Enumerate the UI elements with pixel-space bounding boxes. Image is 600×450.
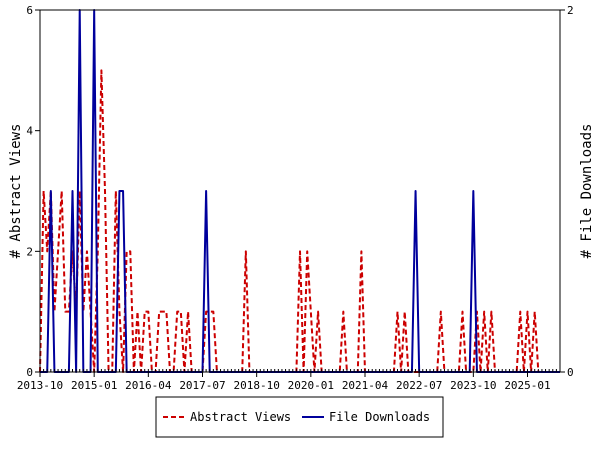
x-tick-label: 2013-10 (17, 379, 63, 392)
x-tick-label: 2020-01 (288, 379, 334, 392)
x-tick-label: 2023-10 (450, 379, 496, 392)
y2-tick-label: 0 (567, 366, 574, 379)
series-line-file-downloads (40, 9, 560, 373)
y2-tick-label: 2 (567, 4, 574, 17)
x-tick-label: 2025-01 (504, 379, 550, 392)
legend: Abstract Views File Downloads (155, 396, 444, 438)
x-tick-label: 2021-04 (342, 379, 389, 392)
x-tick-label: 2015-01 (71, 379, 117, 392)
x-tick-label: 2017-07 (179, 379, 225, 392)
y-tick-label: 4 (26, 125, 33, 138)
y-tick-label: 6 (26, 4, 33, 17)
y-axis-label: # Abstract Views (8, 124, 24, 259)
y-tick-label: 0 (26, 366, 33, 379)
x-tick-label: 2016-04 (125, 379, 172, 392)
x-tick-label: 2022-07 (396, 379, 442, 392)
x-tick-label: 2018-10 (233, 379, 279, 392)
legend-box (155, 396, 444, 438)
series-layer (39, 9, 560, 373)
tick-layer: 2013-10 2015-01 2016-04 2017-07 2018-10 2020-… (17, 4, 574, 392)
legend-label: Abstract Views (190, 410, 291, 424)
y2-axis-label: # File Downloads (579, 124, 595, 259)
y-tick-label: 2 (26, 245, 33, 258)
series-line-abstract-views (39, 69, 560, 373)
legend-label: File Downloads (329, 410, 430, 424)
